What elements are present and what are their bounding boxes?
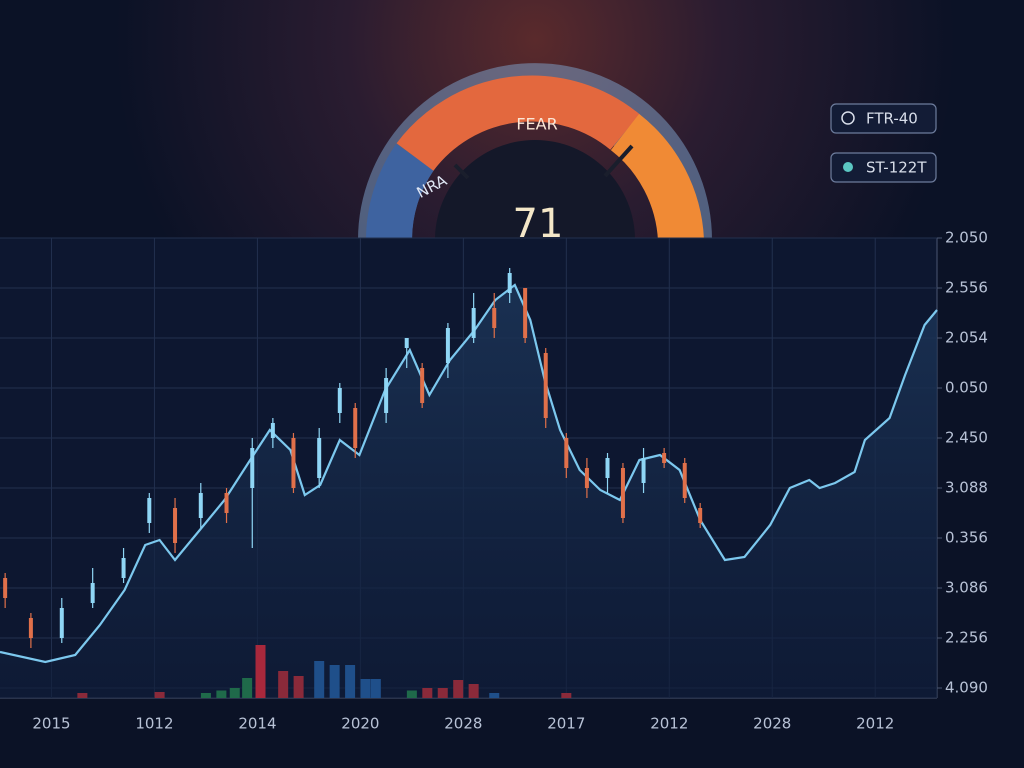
candle-body [317, 438, 322, 478]
candle-body [620, 468, 625, 518]
y-tick-label: 2.256 [945, 629, 988, 647]
candle-body [682, 463, 687, 498]
candle-body [420, 368, 425, 403]
x-tick-label: 2012 [650, 715, 688, 733]
candle-body [471, 308, 476, 338]
volume-bar [360, 679, 371, 698]
area [0, 285, 937, 698]
y-tick-label: 0.356 [945, 529, 988, 547]
y-tick-label: 0.050 [945, 379, 988, 397]
candle-body [337, 388, 342, 413]
volume-bar [468, 684, 479, 698]
x-tick-label: 2020 [341, 715, 379, 733]
candle-body [564, 438, 569, 468]
candle-body [445, 328, 450, 363]
candle-body [698, 508, 703, 523]
volume-bar [422, 688, 433, 698]
candle-body [507, 273, 512, 293]
volume-bar [200, 693, 211, 698]
candle-body [492, 308, 497, 328]
volume-bar [255, 645, 266, 698]
volume-bar [154, 692, 165, 698]
x-tick-label: 1012 [135, 715, 173, 733]
y-tick-label: 2.556 [945, 279, 988, 297]
button-label[interactable]: ST-122T [866, 159, 927, 177]
volume-bar [561, 693, 572, 698]
candle-body [147, 498, 152, 523]
candle-body [605, 458, 610, 478]
volume-bar [489, 693, 500, 698]
button[interactable]: FTR-40 [830, 103, 937, 134]
candle-body [59, 608, 64, 638]
volume-bar [216, 690, 227, 698]
button-label[interactable]: FTR-40 [866, 110, 918, 128]
volume-bar [345, 665, 356, 698]
volume-bar [314, 661, 325, 698]
volume-bar [370, 679, 381, 698]
y-tick-label: 2.450 [945, 429, 988, 447]
candle-body [523, 288, 528, 338]
candle-body [584, 468, 589, 488]
candle-body [662, 453, 667, 463]
price-line [0, 283, 938, 664]
candle-body [3, 578, 8, 598]
candle-body [28, 618, 33, 638]
volume-bar [329, 665, 340, 698]
candle-body [224, 493, 229, 513]
x-tick-label: 2014 [238, 715, 276, 733]
x-tick-label: 2028 [444, 715, 482, 733]
y-tick-label: 4.090 [945, 679, 988, 697]
volume-bar [406, 690, 417, 698]
y-tick-label: 2.054 [945, 329, 988, 347]
y-tick-label: 2.050 [945, 229, 988, 247]
volume-bar [278, 671, 289, 698]
candle-body [641, 458, 646, 483]
candle-body [121, 558, 126, 578]
candle-body [404, 338, 409, 348]
x-tick-label: 2012 [856, 715, 894, 733]
volume-bar [242, 678, 253, 698]
candle-body [543, 353, 548, 418]
volume-bar [437, 688, 448, 698]
candle-body [270, 423, 275, 438]
candle-body [173, 508, 178, 543]
y-tick-label: 3.088 [945, 479, 988, 497]
candle-body [384, 378, 389, 413]
y-tick-label: 3.086 [945, 579, 988, 597]
candle-body [291, 438, 296, 488]
x-tick-label: 2015 [32, 715, 70, 733]
candle-body [250, 448, 255, 488]
volume-bar [229, 688, 240, 698]
gauge-label: FEAR [516, 115, 557, 134]
volume-bar [293, 676, 304, 698]
candle-body [90, 583, 95, 603]
volume-bar [453, 680, 464, 698]
volume-bar [77, 693, 88, 698]
x-tick-label: 2017 [547, 715, 585, 733]
x-tick-label: 2028 [753, 715, 791, 733]
candle-body [198, 493, 203, 518]
candle-body [353, 408, 358, 448]
button[interactable]: ST-122T [830, 152, 937, 183]
